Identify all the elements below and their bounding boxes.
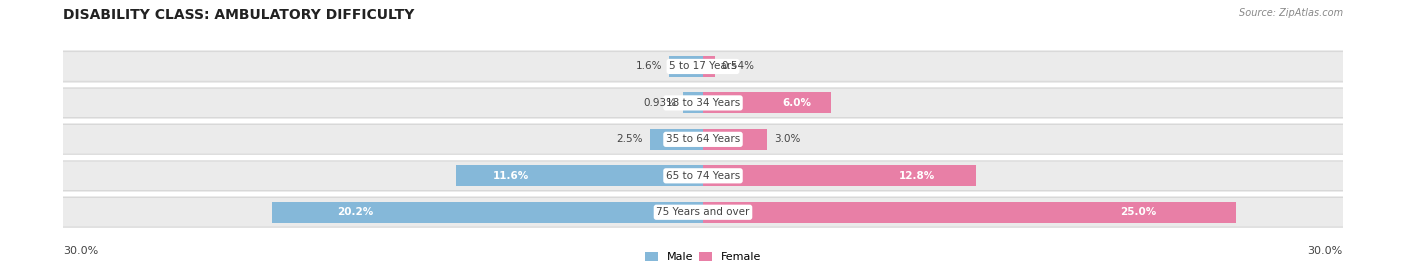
Text: 65 to 74 Years: 65 to 74 Years — [666, 171, 740, 181]
FancyBboxPatch shape — [41, 125, 1365, 154]
Text: 30.0%: 30.0% — [63, 246, 98, 256]
Text: 30.0%: 30.0% — [1308, 246, 1343, 256]
Text: 2.5%: 2.5% — [616, 134, 643, 144]
Text: 20.2%: 20.2% — [337, 207, 373, 217]
Text: 12.8%: 12.8% — [898, 171, 935, 181]
Text: 6.0%: 6.0% — [783, 98, 811, 108]
Text: 75 Years and over: 75 Years and over — [657, 207, 749, 217]
Text: 18 to 34 Years: 18 to 34 Years — [666, 98, 740, 108]
FancyBboxPatch shape — [41, 198, 1365, 227]
Text: 25.0%: 25.0% — [1121, 207, 1156, 217]
Text: 0.54%: 0.54% — [721, 61, 755, 72]
FancyBboxPatch shape — [41, 52, 1365, 81]
Text: 35 to 64 Years: 35 to 64 Years — [666, 134, 740, 144]
Text: 3.0%: 3.0% — [773, 134, 800, 144]
Text: Source: ZipAtlas.com: Source: ZipAtlas.com — [1239, 8, 1343, 18]
FancyBboxPatch shape — [41, 161, 1365, 191]
Text: 5 to 17 Years: 5 to 17 Years — [669, 61, 737, 72]
Text: 11.6%: 11.6% — [492, 171, 529, 181]
FancyBboxPatch shape — [41, 88, 1365, 118]
Text: 0.93%: 0.93% — [643, 98, 676, 108]
Legend: Male, Female: Male, Female — [644, 252, 762, 262]
Text: DISABILITY CLASS: AMBULATORY DIFFICULTY: DISABILITY CLASS: AMBULATORY DIFFICULTY — [63, 8, 415, 22]
Text: 1.6%: 1.6% — [636, 61, 662, 72]
